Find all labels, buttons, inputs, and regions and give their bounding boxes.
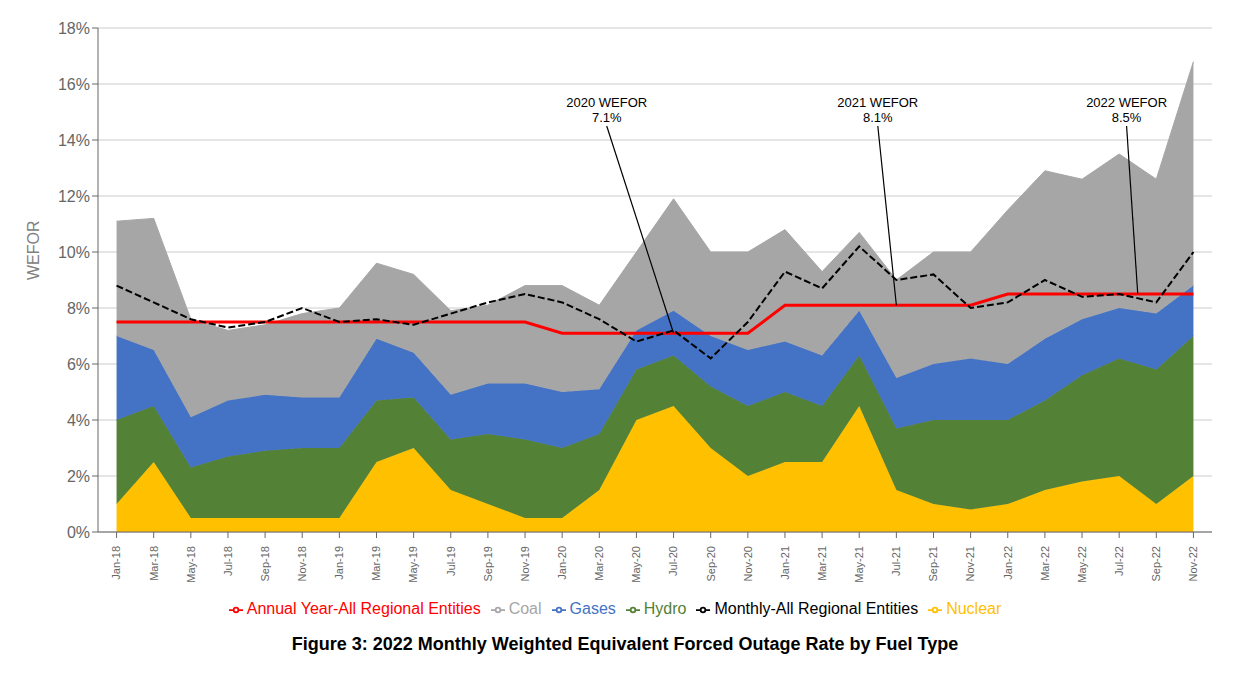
svg-text:Jan-21: Jan-21 <box>779 546 791 580</box>
svg-text:8.5%: 8.5% <box>1112 110 1142 125</box>
html-text:Coal: Coal <box>508 600 542 617</box>
svg-text:12%: 12% <box>58 188 90 205</box>
svg-text:May-19: May-19 <box>407 546 419 583</box>
svg-text:Nov-21: Nov-21 <box>964 546 976 581</box>
svg-text:Sep-20: Sep-20 <box>705 546 717 581</box>
html-text:Hydro: Hydro <box>643 600 687 617</box>
svg-text:Jul-18: Jul-18 <box>222 546 234 576</box>
svg-text:Sep-18: Sep-18 <box>259 546 271 581</box>
svg-text:Jul-20: Jul-20 <box>667 546 679 576</box>
svg-text:Mar-19: Mar-19 <box>370 546 382 581</box>
svg-text:0%: 0% <box>67 524 90 541</box>
svg-text:Jan-19: Jan-19 <box>333 546 345 580</box>
svg-text:8.1%: 8.1% <box>863 110 893 125</box>
svg-text:Jan-22: Jan-22 <box>1002 546 1014 580</box>
svg-text:7.1%: 7.1% <box>592 110 622 125</box>
svg-text:Mar-22: Mar-22 <box>1039 546 1051 581</box>
html-text:Figure 3: 2022 Monthly Weighte: Figure 3: 2022 Monthly Weighted Equivale… <box>291 634 959 654</box>
svg-text:10%: 10% <box>58 244 90 261</box>
svg-text:Jan-18: Jan-18 <box>110 546 122 580</box>
svg-text:Jul-22: Jul-22 <box>1113 546 1125 576</box>
svg-text:May-20: May-20 <box>630 546 642 583</box>
svg-text:6%: 6% <box>67 356 90 373</box>
html-text:Gases: Gases <box>569 600 616 617</box>
svg-text:Mar-21: Mar-21 <box>816 546 828 581</box>
svg-text:2021 WEFOR: 2021 WEFOR <box>837 95 918 110</box>
svg-text:May-21: May-21 <box>853 546 865 583</box>
svg-text:Jul-21: Jul-21 <box>890 546 902 576</box>
svg-text:Nov-18: Nov-18 <box>296 546 308 581</box>
svg-text:2020 WEFOR: 2020 WEFOR <box>566 95 647 110</box>
svg-text:Jul-19: Jul-19 <box>445 546 457 576</box>
svg-text:16%: 16% <box>58 76 90 93</box>
svg-text:18%: 18% <box>58 20 90 37</box>
svg-text:Mar-20: Mar-20 <box>593 546 605 581</box>
svg-text:Sep-22: Sep-22 <box>1150 546 1162 581</box>
svg-text:May-18: May-18 <box>185 546 197 583</box>
svg-text:Nov-20: Nov-20 <box>742 546 754 581</box>
svg-text:Sep-21: Sep-21 <box>927 546 939 581</box>
html-text:Monthly-All Regional Entities: Monthly-All Regional Entities <box>714 600 919 617</box>
svg-text:WEFOR: WEFOR <box>25 220 42 280</box>
svg-text:14%: 14% <box>58 132 90 149</box>
svg-text:May-22: May-22 <box>1076 546 1088 583</box>
svg-text:Nov-22: Nov-22 <box>1187 546 1199 581</box>
svg-text:Mar-18: Mar-18 <box>148 546 160 581</box>
svg-text:8%: 8% <box>67 300 90 317</box>
svg-text:2022 WEFOR: 2022 WEFOR <box>1086 95 1167 110</box>
svg-text:Jan-20: Jan-20 <box>556 546 568 580</box>
html-text:Nuclear: Nuclear <box>946 600 1002 617</box>
svg-text:2%: 2% <box>67 468 90 485</box>
svg-text:4%: 4% <box>67 412 90 429</box>
html-text:Annual Year-All Regional Entit: Annual Year-All Regional Entities <box>246 600 481 617</box>
svg-text:Sep-19: Sep-19 <box>482 546 494 581</box>
svg-text:Nov-19: Nov-19 <box>519 546 531 581</box>
